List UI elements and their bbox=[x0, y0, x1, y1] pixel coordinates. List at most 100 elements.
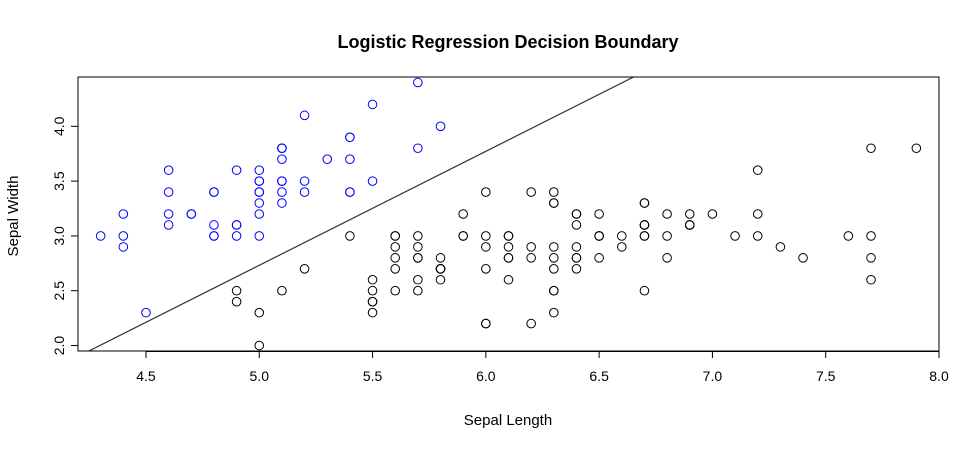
data-point-black bbox=[639, 231, 650, 241]
data-point-blue bbox=[163, 187, 174, 197]
data-point-blue bbox=[345, 132, 355, 143]
data-point-black bbox=[752, 209, 763, 219]
data-point-black bbox=[662, 209, 672, 219]
x-tick-label: 6.0 bbox=[476, 368, 496, 384]
data-point-black bbox=[503, 231, 514, 241]
data-point-blue bbox=[277, 198, 287, 208]
x-axis-label: Sepal Length bbox=[464, 412, 552, 429]
data-point-black bbox=[866, 231, 876, 241]
data-point-black bbox=[481, 264, 491, 274]
data-point-black bbox=[798, 253, 808, 263]
x-axis: 4.5 5.0 5.5 6.0 6.5 7.0 7.5 8.0 bbox=[136, 351, 949, 384]
data-point-black bbox=[549, 187, 559, 197]
data-point-black bbox=[390, 264, 401, 274]
data-point-blue bbox=[277, 154, 287, 164]
data-point-black bbox=[752, 165, 763, 175]
data-point-black bbox=[684, 220, 695, 230]
y-axis-label: Sepal Width bbox=[5, 176, 22, 257]
data-point-black bbox=[390, 231, 401, 241]
data-point-black bbox=[571, 253, 582, 263]
data-point-black bbox=[549, 264, 559, 274]
data-point-black bbox=[435, 253, 446, 263]
data-point-blue bbox=[186, 209, 197, 219]
y-tick-label: 2.0 bbox=[51, 336, 67, 356]
data-point-blue bbox=[118, 209, 129, 219]
data-point-blue bbox=[163, 165, 174, 175]
data-point-black bbox=[367, 285, 378, 296]
data-point-blue bbox=[163, 209, 174, 219]
data-point-black bbox=[866, 274, 876, 285]
data-point-black bbox=[277, 285, 287, 296]
data-point-black bbox=[526, 318, 536, 329]
x-tick-label: 7.0 bbox=[703, 368, 723, 384]
data-point-black bbox=[594, 209, 604, 219]
data-point-black bbox=[707, 209, 718, 219]
data-point-black bbox=[231, 285, 242, 296]
data-point-black bbox=[254, 307, 265, 318]
data-point-blue bbox=[231, 165, 242, 175]
x-tick-label: 4.5 bbox=[136, 368, 156, 384]
data-point-blue bbox=[254, 187, 265, 197]
data-point-black bbox=[843, 231, 854, 241]
data-point-black bbox=[345, 231, 355, 241]
data-point-black bbox=[390, 253, 401, 263]
data-point-black bbox=[571, 220, 582, 230]
data-point-blue bbox=[254, 209, 265, 219]
data-point-blue bbox=[231, 231, 242, 241]
data-point-blue bbox=[254, 176, 265, 186]
data-point-black bbox=[775, 242, 786, 252]
data-point-black bbox=[413, 285, 423, 296]
x-tick-label: 5.5 bbox=[363, 368, 383, 384]
data-point-black bbox=[367, 307, 378, 318]
data-point-black bbox=[730, 231, 740, 241]
x-tick-label: 6.5 bbox=[589, 368, 609, 384]
data-point-black bbox=[639, 285, 650, 296]
data-point-black bbox=[526, 242, 536, 252]
data-point-black bbox=[549, 198, 559, 208]
data-point-black bbox=[299, 264, 310, 274]
data-point-blue bbox=[413, 143, 423, 154]
data-point-blue bbox=[299, 187, 310, 197]
y-tick-label: 2.5 bbox=[51, 281, 67, 301]
data-point-blue bbox=[163, 220, 174, 230]
data-point-black bbox=[549, 242, 559, 252]
data-point-black bbox=[549, 307, 559, 318]
data-point-black bbox=[435, 274, 446, 285]
data-point-blue bbox=[345, 154, 355, 164]
data-point-black bbox=[911, 143, 922, 154]
data-point-black bbox=[616, 231, 627, 241]
data-point-black bbox=[458, 231, 468, 241]
data-point-black bbox=[571, 264, 582, 274]
data-point-black bbox=[503, 242, 514, 252]
data-point-black bbox=[866, 253, 876, 263]
data-point-blue bbox=[367, 176, 378, 186]
y-tick-label: 3.0 bbox=[51, 226, 67, 246]
data-point-black bbox=[254, 340, 265, 351]
data-point-black bbox=[594, 231, 604, 241]
data-point-black bbox=[503, 253, 514, 263]
data-point-black bbox=[231, 296, 242, 307]
data-point-blue bbox=[322, 154, 333, 164]
data-point-blue bbox=[299, 110, 310, 121]
data-point-black bbox=[571, 242, 582, 252]
data-point-black bbox=[639, 220, 650, 230]
data-point-black bbox=[458, 209, 468, 219]
data-point-black bbox=[549, 285, 559, 296]
x-tick-label: 5.0 bbox=[250, 368, 270, 384]
decision-boundary-layer bbox=[87, 77, 635, 351]
data-point-black bbox=[526, 253, 536, 263]
data-point-black bbox=[413, 253, 423, 263]
data-point-black bbox=[639, 198, 650, 208]
data-point-blue bbox=[118, 242, 129, 252]
data-point-black bbox=[390, 242, 401, 252]
data-point-black bbox=[684, 209, 695, 219]
data-point-blue bbox=[254, 198, 265, 208]
y-tick-label: 4.0 bbox=[51, 116, 67, 136]
plot-frame bbox=[77, 76, 940, 352]
chart-title: Logistic Regression Decision Boundary bbox=[337, 32, 678, 52]
data-point-black bbox=[594, 253, 604, 263]
data-point-blue bbox=[254, 231, 265, 241]
data-point-blue bbox=[277, 143, 287, 154]
data-point-black bbox=[616, 242, 627, 252]
